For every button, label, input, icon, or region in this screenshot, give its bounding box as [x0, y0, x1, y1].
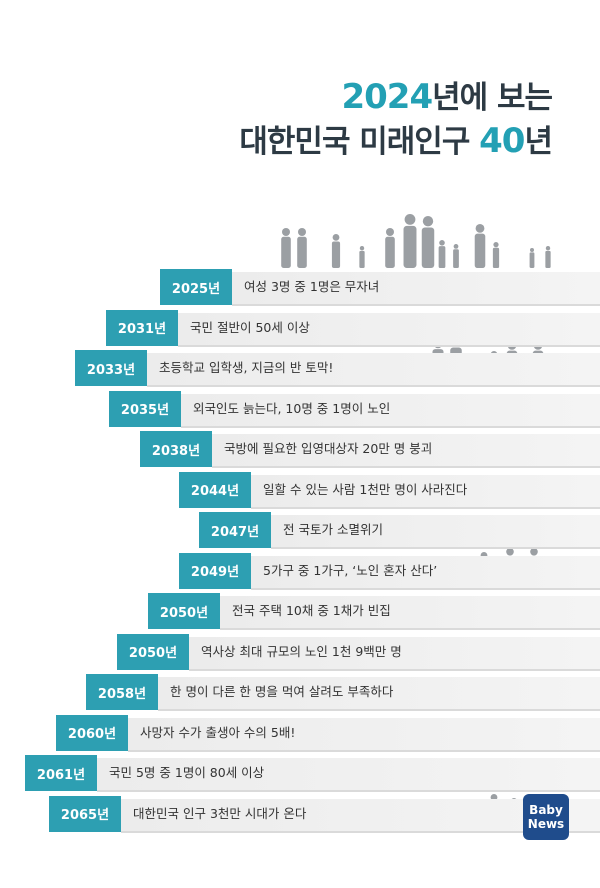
silhouette — [422, 216, 434, 227]
text-strip — [212, 434, 600, 468]
timeline-row: 2050년 전국 주택 10채 중 1채가 빈집 — [148, 593, 600, 630]
text-strip — [121, 798, 600, 833]
logo: Baby News — [523, 794, 569, 840]
silhouette — [359, 250, 365, 268]
silhouette — [453, 249, 459, 268]
silhouette — [359, 246, 365, 251]
timeline-row: 2035년 외국인도 늙는다, 10명 중 1명이 노인 — [109, 390, 600, 428]
timeline-row: 2058년 한 명이 다른 한 명을 먹여 살려도 부족하다 — [86, 674, 600, 711]
silhouette — [385, 236, 395, 268]
silhouette — [475, 224, 485, 233]
logo-text: News — [527, 817, 565, 831]
silhouette — [530, 548, 538, 556]
year-label: 2050년 — [148, 593, 220, 629]
timeline-row: 2065년 대한민국 인구 3천만 시대가 온다 — [49, 795, 600, 833]
silhouette — [439, 240, 445, 246]
year-label: 2050년 — [117, 633, 189, 670]
timeline-row: 2061년 국민 5명 중 1명이 80세 이상 — [25, 755, 600, 792]
title-part: 40 — [479, 121, 525, 161]
row-text: 한 명이 다른 한 명을 먹여 살려도 부족하다 — [170, 684, 394, 699]
year-label: 2065년 — [49, 795, 121, 832]
silhouette — [474, 233, 486, 268]
row-text: 외국인도 늙는다, 10명 중 1명이 노인 — [193, 400, 391, 416]
timeline-row: 2049년 5가구 중 1가구, ‘노인 혼자 산다’ — [179, 552, 600, 590]
row-text: 전 국토가 소멸위기 — [283, 522, 383, 537]
silhouette — [298, 228, 306, 236]
title-line1: 2024년에 보는 — [341, 72, 553, 117]
silhouette — [438, 246, 446, 268]
silhouette — [492, 247, 500, 268]
text-strip — [271, 515, 600, 549]
silhouette — [529, 252, 535, 268]
year-label: 2058년 — [86, 674, 158, 710]
text-strip — [128, 717, 600, 752]
year-label: 2033년 — [75, 350, 147, 386]
timeline-row: 2033년 초등학교 입학생, 지금의 반 토막! — [75, 350, 600, 387]
timeline-row: 2044년 일할 수 있는 사람 1천만 명이 사라진다 — [179, 471, 600, 509]
silhouette — [282, 228, 290, 236]
row-text: 국민 5명 중 1명이 80세 이상 — [109, 765, 265, 780]
silhouette — [403, 225, 417, 268]
title-part: 년에 보는 — [432, 80, 553, 116]
timeline-row: 2025년 여성 3명 중 1명은 무자녀 — [160, 269, 600, 306]
row-text: 대한민국 인구 3천만 시대가 온다 — [133, 805, 307, 821]
text-strip — [220, 596, 600, 630]
silhouette — [332, 234, 340, 241]
silhouette — [453, 244, 459, 249]
title-line2: 대한민국 미래인구 40년 — [239, 116, 553, 161]
year-label: 2025년 — [160, 269, 232, 305]
silhouette — [506, 548, 514, 556]
silhouette — [545, 246, 551, 251]
timeline-row: 2031년 국민 절반이 50세 이상 — [106, 309, 600, 347]
silhouette — [281, 236, 291, 268]
row-text: 역사상 최대 규모의 노인 1천 9백만 명 — [201, 643, 402, 659]
year-label: 2044년 — [179, 471, 251, 508]
row-text: 사망자 수가 출생아 수의 5배! — [140, 724, 296, 740]
text-strip — [181, 393, 600, 428]
text-strip — [232, 272, 600, 306]
row-text: 5가구 중 1가구, ‘노인 혼자 산다’ — [263, 562, 438, 578]
year-label: 2038년 — [140, 431, 212, 467]
text-strip — [251, 474, 600, 509]
silhouette — [421, 227, 435, 268]
title-part: 대한민국 미래인구 — [239, 124, 480, 160]
text-strip — [178, 312, 600, 347]
title-part: 년 — [524, 124, 553, 160]
timeline-row: 2050년 역사상 최대 규모의 노인 1천 9백만 명 — [117, 633, 600, 671]
silhouette — [297, 236, 307, 268]
row-text: 여성 3명 중 1명은 무자녀 — [244, 279, 380, 294]
timeline-row: 2038년 국방에 필요한 입영대상자 20만 명 붕괴 — [140, 431, 600, 468]
year-label: 2031년 — [106, 309, 178, 346]
year-label: 2047년 — [199, 512, 271, 548]
silhouette — [545, 250, 551, 268]
timeline-row: 2047년 전 국토가 소멸위기 — [199, 512, 600, 549]
silhouette — [386, 228, 394, 236]
row-text: 국방에 필요한 입영대상자 20만 명 붕괴 — [224, 441, 433, 456]
silhouette — [530, 248, 534, 252]
title-part: 2024 — [341, 77, 433, 117]
year-label: 2061년 — [25, 755, 97, 791]
year-label: 2060년 — [56, 714, 128, 751]
year-label: 2049년 — [179, 552, 251, 589]
row-text: 일할 수 있는 사람 1천만 명이 사라진다 — [263, 481, 468, 497]
timeline-row: 2060년 사망자 수가 출생아 수의 5배! — [56, 714, 600, 752]
text-strip — [158, 677, 600, 711]
silhouette — [493, 242, 499, 248]
row-text: 국민 절반이 50세 이상 — [190, 319, 310, 335]
text-strip — [251, 555, 600, 590]
text-strip — [147, 353, 600, 387]
text-strip — [97, 758, 600, 792]
row-text: 전국 주택 10채 중 1채가 빈집 — [232, 603, 391, 618]
row-text: 초등학교 입학생, 지금의 반 토막! — [159, 360, 334, 375]
logo-text: Baby — [529, 803, 563, 817]
text-strip — [189, 636, 600, 671]
silhouette — [404, 214, 416, 225]
year-label: 2035년 — [109, 390, 181, 427]
silhouette — [331, 241, 341, 268]
